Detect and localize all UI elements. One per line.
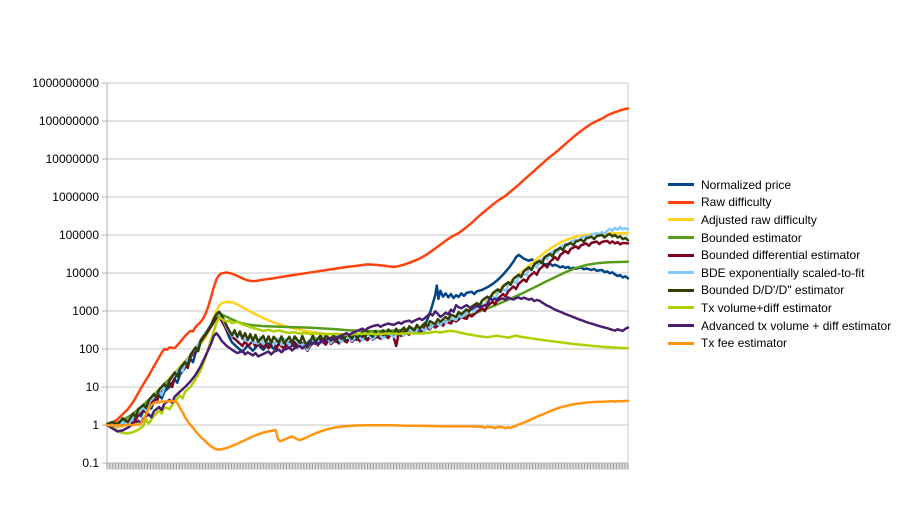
series-line-tx-fee-estimator bbox=[105, 399, 630, 451]
legend-label: Advanced tx volume + diff estimator bbox=[701, 318, 892, 333]
legend-item-adjusted-raw-difficulty: Adjusted raw difficulty bbox=[668, 211, 891, 229]
legend-label: Bounded differential estimator bbox=[701, 248, 861, 263]
legend-line-swatch-icon bbox=[668, 306, 694, 310]
legend-line-swatch-icon bbox=[668, 200, 694, 204]
legend-item-tx-fee-estimator: Tx fee estimator bbox=[668, 334, 891, 352]
y-axis-label: 1000000000 bbox=[32, 76, 99, 90]
y-axis-label: 100000 bbox=[59, 228, 99, 242]
legend-line-swatch-icon bbox=[668, 183, 694, 187]
legend-line-swatch-icon bbox=[668, 271, 694, 275]
y-axis-label: 10000 bbox=[66, 266, 100, 280]
legend-label: Bounded estimator bbox=[701, 230, 802, 245]
legend-line-swatch-icon bbox=[668, 236, 694, 240]
x-axis-tick-band bbox=[106, 463, 629, 470]
legend-item-bounded-estimator: Bounded estimator bbox=[668, 229, 891, 247]
legend: Normalized price Raw difficulty Adjusted r… bbox=[668, 176, 891, 352]
legend-item-bounded-d-d-d-estimator: Bounded D/D'/D" estimator bbox=[668, 282, 891, 300]
y-axis-label: 0.1 bbox=[82, 456, 99, 470]
legend-label: Normalized price bbox=[701, 177, 792, 192]
y-axis-label: 1 bbox=[92, 418, 99, 432]
legend-label: BDE exponentially scaled-to-fit bbox=[701, 265, 865, 280]
legend-label: Tx fee estimator bbox=[701, 336, 788, 351]
series-line-raw-difficulty bbox=[105, 107, 630, 426]
legend-label: Bounded D/D'/D" estimator bbox=[701, 283, 845, 298]
legend-item-bde-exponentially-scaled-to-fit: BDE exponentially scaled-to-fit bbox=[668, 264, 891, 282]
legend-label: Tx volume+diff estimator bbox=[701, 300, 832, 315]
y-axis-label: 100000000 bbox=[39, 114, 99, 128]
legend-item-bounded-differential-estimator: Bounded differential estimator bbox=[668, 246, 891, 264]
legend-line-swatch-icon bbox=[668, 218, 694, 222]
y-axis-label: 1000 bbox=[72, 304, 99, 318]
y-axis-label: 10000000 bbox=[46, 152, 100, 166]
legend-item-raw-difficulty: Raw difficulty bbox=[668, 194, 891, 212]
y-axis-label: 100 bbox=[79, 342, 99, 356]
legend-item-advanced-tx-volume-diff-estimator: Advanced tx volume + diff estimator bbox=[668, 317, 891, 335]
legend-label: Raw difficulty bbox=[701, 195, 772, 210]
legend-label: Adjusted raw difficulty bbox=[701, 212, 817, 227]
legend-line-swatch-icon bbox=[668, 324, 694, 328]
legend-item-normalized-price: Normalized price bbox=[668, 176, 891, 194]
legend-line-swatch-icon bbox=[668, 288, 694, 292]
legend-item-tx-volume-diff-estimator: Tx volume+diff estimator bbox=[668, 299, 891, 317]
y-axis-label: 10 bbox=[86, 380, 100, 394]
legend-line-swatch-icon bbox=[668, 253, 694, 257]
series-line-advanced-tx-volume-diff-estimator bbox=[105, 296, 630, 433]
y-axis-label: 1000000 bbox=[52, 190, 99, 204]
legend-line-swatch-icon bbox=[668, 341, 694, 345]
